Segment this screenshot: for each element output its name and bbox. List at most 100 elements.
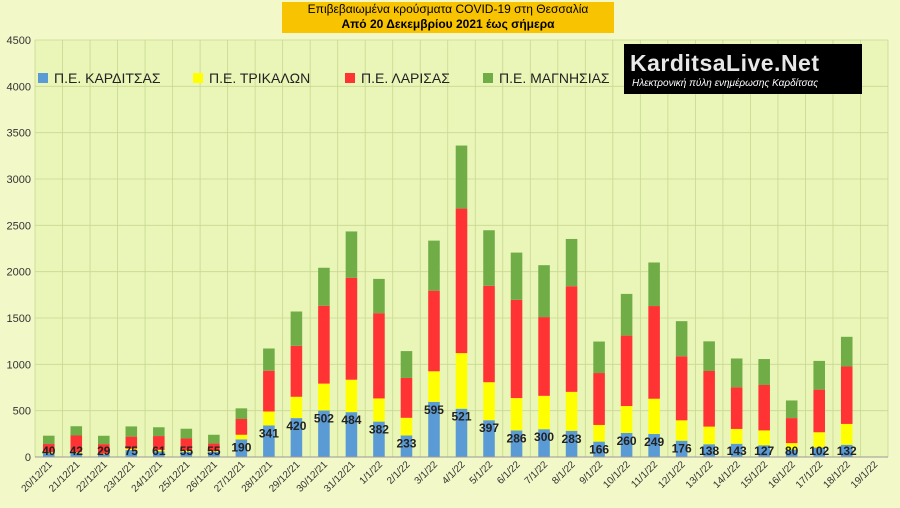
data-label: 42 — [70, 444, 84, 458]
bar-segment-4 — [70, 426, 83, 436]
bar-segment-4 — [125, 426, 138, 437]
bar-segment-1 — [620, 432, 633, 457]
bar-segment-2 — [785, 443, 798, 450]
bar-segment-3 — [70, 435, 83, 453]
data-label: 249 — [644, 435, 664, 449]
bar-segment-2 — [813, 432, 825, 448]
bar-segment-3 — [153, 436, 165, 450]
bar-segment-2 — [620, 406, 633, 433]
x-tick-label: 2/1/22 — [385, 459, 413, 487]
y-tick-label: 2000 — [7, 267, 31, 279]
x-tick-label: 14/1/22 — [711, 459, 743, 491]
data-label: 61 — [152, 444, 166, 458]
x-tick-label: 3/1/22 — [413, 459, 441, 487]
bar-segment-3 — [538, 317, 550, 396]
bar-segment-4 — [703, 341, 715, 372]
bar-segment-3 — [290, 345, 303, 397]
data-label: 484 — [341, 413, 361, 427]
bar-segment-3 — [593, 373, 605, 425]
bar-segment-4 — [290, 311, 303, 346]
y-tick-label: 0 — [25, 452, 31, 464]
bar-segment-2 — [840, 423, 853, 445]
bar-segment-3 — [565, 286, 578, 392]
bar-segment-2 — [263, 411, 275, 426]
legend-label: Π.Ε. ΜΑΓΝΗΣΙΑΣ — [499, 70, 610, 86]
bar-segment-2 — [565, 391, 578, 431]
bar-segment-1 — [483, 420, 495, 457]
bar-segment-2 — [42, 452, 55, 454]
bar-segment-2 — [703, 426, 715, 445]
bar-segment-2 — [153, 449, 165, 452]
bar-segment-2 — [648, 398, 660, 434]
data-label: 260 — [617, 434, 637, 448]
data-label: 55 — [180, 444, 194, 458]
bar-segment-4 — [98, 435, 110, 445]
bar-segment-4 — [345, 231, 358, 278]
bar-segment-2 — [538, 395, 550, 430]
bar-segment-2 — [373, 398, 385, 422]
bar-segment-2 — [730, 428, 743, 444]
data-label: 132 — [837, 444, 857, 458]
bar-segment-1 — [758, 445, 770, 457]
x-tick-label: 6/1/22 — [495, 459, 523, 487]
bar-segment-1 — [675, 440, 688, 457]
bar-segment-1 — [42, 453, 55, 457]
bar-segment-4 — [455, 145, 468, 209]
bar-segment-3 — [180, 438, 193, 451]
bar-segment-4 — [785, 400, 798, 419]
bar-segment-2 — [675, 420, 688, 441]
data-label: 166 — [589, 443, 609, 457]
bar-segment-3 — [263, 370, 275, 412]
bar-segment-2 — [180, 450, 193, 452]
bar-segment-4 — [565, 238, 578, 287]
chart-title: Επιβεβαιωμένα κρούσματα COVID-19 στη Θεσ… — [307, 2, 589, 16]
bar-segment-1 — [180, 451, 193, 457]
bar-segment-3 — [235, 419, 248, 435]
data-label: 502 — [314, 411, 334, 425]
logo-tagline: Ηλεκτρονική πύλη ενημέρωσης Καρδίτσας — [632, 78, 819, 89]
data-label: 382 — [369, 423, 389, 437]
y-tick-label: 1000 — [7, 359, 31, 371]
x-tick-label: 16/1/22 — [766, 459, 798, 491]
data-label: 341 — [259, 426, 279, 440]
bar-segment-2 — [455, 353, 468, 409]
bar-segment-1 — [373, 421, 385, 457]
bar-segment-4 — [538, 265, 550, 318]
bar-segment-3 — [400, 377, 413, 418]
bar-segment-1 — [840, 444, 853, 457]
bar-segment-3 — [98, 444, 110, 454]
data-label: 127 — [754, 444, 774, 458]
bar-segment-2 — [98, 453, 110, 455]
data-label: 283 — [562, 432, 582, 446]
data-label: 176 — [672, 442, 692, 456]
bar-segment-3 — [648, 306, 660, 399]
legend-swatch — [345, 73, 355, 83]
x-tick-label: 18/1/22 — [821, 459, 853, 491]
chart-subtitle: Από 20 Δεκεμβρίου 2021 έως σήμερα — [341, 17, 555, 31]
bar-segment-1 — [345, 412, 358, 457]
bar-segment-1 — [785, 449, 798, 457]
bar-segment-4 — [840, 336, 853, 367]
y-tick-label: 4500 — [7, 35, 31, 47]
bar-segment-3 — [455, 208, 468, 354]
bar-segment-3 — [510, 299, 523, 399]
x-tick-label: 7/1/22 — [523, 459, 551, 487]
x-tick-label: 19/1/22 — [849, 459, 881, 491]
data-label: 420 — [286, 419, 306, 433]
bar-segment-4 — [208, 434, 220, 444]
bar-segment-1 — [510, 430, 523, 457]
data-label: 143 — [727, 444, 747, 458]
bar-segment-1 — [565, 430, 578, 457]
bar-segment-2 — [235, 434, 248, 440]
bar-segment-3 — [840, 366, 853, 424]
bar-segment-3 — [373, 313, 385, 399]
data-label: 55 — [207, 444, 221, 458]
legend-label: Π.Ε. ΛΑΡΙΣΑΣ — [361, 70, 450, 86]
y-tick-label: 2500 — [7, 220, 31, 232]
bar-segment-4 — [400, 351, 413, 378]
bar-segment-3 — [675, 356, 688, 421]
bar-segment-4 — [758, 359, 770, 385]
legend-swatch — [193, 73, 203, 83]
data-label: 233 — [396, 436, 416, 450]
data-label: 286 — [507, 431, 527, 445]
